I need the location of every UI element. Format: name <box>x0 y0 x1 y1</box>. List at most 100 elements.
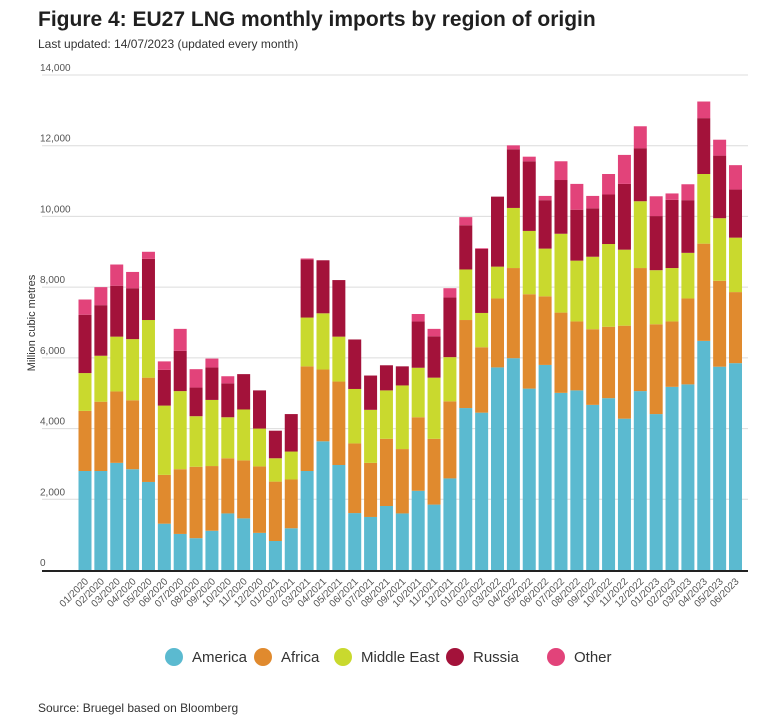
bar-segment-america <box>697 340 711 570</box>
bar-segment-russia <box>475 248 489 313</box>
bar-segment-middle-east <box>205 399 219 467</box>
bar-stack-06-2022 <box>538 195 552 570</box>
bar-segment-africa <box>491 298 505 368</box>
bar-segment-russia <box>617 183 631 250</box>
bar-segment-other <box>681 184 695 201</box>
bar-segment-other <box>713 139 727 156</box>
bar-segment-other <box>157 361 171 370</box>
y-tick-label: 10,000 <box>40 204 71 215</box>
bar-segment-russia <box>253 390 267 429</box>
legend-swatch <box>547 648 565 666</box>
bar-stack-03-2021 <box>300 258 314 570</box>
bar-stack-12-2022 <box>633 126 647 570</box>
bar-segment-america <box>94 471 108 570</box>
bar-segment-middle-east <box>379 390 393 439</box>
bar-segment-russia <box>110 285 124 337</box>
bar-segment-russia <box>586 208 600 257</box>
bar-stack-04-2022 <box>506 145 520 570</box>
bar-segment-africa <box>443 401 457 479</box>
bar-segment-russia <box>94 305 108 356</box>
bar-segment-america <box>411 490 425 570</box>
bar-segment-america <box>427 504 441 570</box>
bar-segment-america <box>268 541 282 570</box>
bar-segment-america <box>173 533 187 570</box>
bar-segment-america <box>459 408 473 570</box>
bar-segment-russia <box>78 314 92 374</box>
y-axis-ticks: 0 2,000 4,000 6,000 8,000 10,000 12,000 14,000 <box>40 63 71 569</box>
bar-segment-russia <box>316 260 330 314</box>
y-tick-label: 6,000 <box>40 346 65 357</box>
bar-segment-other <box>506 145 520 150</box>
bar-stack-05-2022 <box>522 156 536 570</box>
bar-segment-middle-east <box>443 357 457 402</box>
bar-segment-other <box>126 271 140 289</box>
bar-segment-america <box>237 518 251 570</box>
bar-segment-other <box>617 154 631 184</box>
bar-stack-04-2021 <box>316 260 330 570</box>
bar-stack-05-2023 <box>713 139 727 570</box>
legend-item-africa: Africa <box>254 648 320 666</box>
legend-item-america: America <box>165 648 248 666</box>
bar-segment-africa <box>713 280 727 367</box>
bar-segment-russia <box>221 383 235 418</box>
bar-segment-africa <box>173 469 187 534</box>
bar-stack-02-2022 <box>475 248 489 570</box>
bar-segment-russia <box>364 375 378 410</box>
bar-segment-america <box>253 532 267 570</box>
bar-segment-russia <box>491 196 505 267</box>
bar-segment-middle-east <box>713 218 727 281</box>
bar-stack-12-2020 <box>253 390 267 570</box>
bar-stack-10-2020 <box>221 376 235 570</box>
bar-segment-russia <box>379 365 393 391</box>
bar-stack-01-2020 <box>78 299 92 570</box>
bar-stack-10-2021 <box>411 314 425 570</box>
bar-segment-russia <box>126 288 140 340</box>
bar-segment-other <box>665 193 679 200</box>
chart-title: Figure 4: EU27 LNG monthly imports by re… <box>38 8 596 31</box>
bar-segment-middle-east <box>633 201 647 269</box>
bar-stack-09-2021 <box>395 366 409 570</box>
bar-segment-other <box>300 258 314 260</box>
bar-segment-middle-east <box>729 237 742 293</box>
bar-segment-africa <box>522 294 536 389</box>
bar-segment-africa <box>538 296 552 365</box>
bar-segment-africa <box>649 324 663 415</box>
bar-segment-russia <box>395 366 409 386</box>
bar-stack-06-2020 <box>157 361 171 570</box>
bar-segment-other <box>189 369 203 388</box>
bar-segment-africa <box>729 292 742 364</box>
bar-segment-middle-east <box>300 317 314 367</box>
x-axis-ticks: 01/202002/202003/202004/202005/202006/20… <box>58 576 742 610</box>
bar-segment-other <box>141 251 155 259</box>
bar-segment-middle-east <box>395 385 409 450</box>
bar-segment-middle-east <box>268 458 282 482</box>
bar-segment-other <box>475 248 489 249</box>
bar-segment-africa <box>253 466 267 533</box>
bar-stack-05-2020 <box>141 251 155 570</box>
legend: America Africa Middle East Russia Other <box>165 648 612 666</box>
bar-segment-america <box>157 523 171 570</box>
bar-segment-africa <box>126 400 140 470</box>
bar-stack-11-2020 <box>237 374 251 570</box>
bar-segment-africa <box>617 325 631 419</box>
legend-swatch <box>446 648 464 666</box>
bars <box>78 101 742 570</box>
bar-segment-middle-east <box>316 313 330 370</box>
bar-segment-russia <box>459 225 473 270</box>
bar-segment-other <box>554 161 568 181</box>
bar-segment-other <box>459 217 473 226</box>
legend-swatch <box>165 648 183 666</box>
bar-stack-02-2020 <box>94 287 108 570</box>
bar-segment-america <box>617 418 631 570</box>
bar-segment-russia <box>649 216 663 271</box>
bar-segment-africa <box>237 460 251 519</box>
y-tick-label: 0 <box>40 558 46 569</box>
bar-segment-middle-east <box>157 405 171 475</box>
bar-stack-03-2023 <box>681 184 695 570</box>
y-tick-label: 4,000 <box>40 417 65 428</box>
bar-segment-africa <box>475 347 489 413</box>
legend-swatch <box>334 648 352 666</box>
bar-segment-middle-east <box>189 416 203 467</box>
bar-segment-america <box>205 530 219 570</box>
bar-segment-middle-east <box>538 248 552 297</box>
